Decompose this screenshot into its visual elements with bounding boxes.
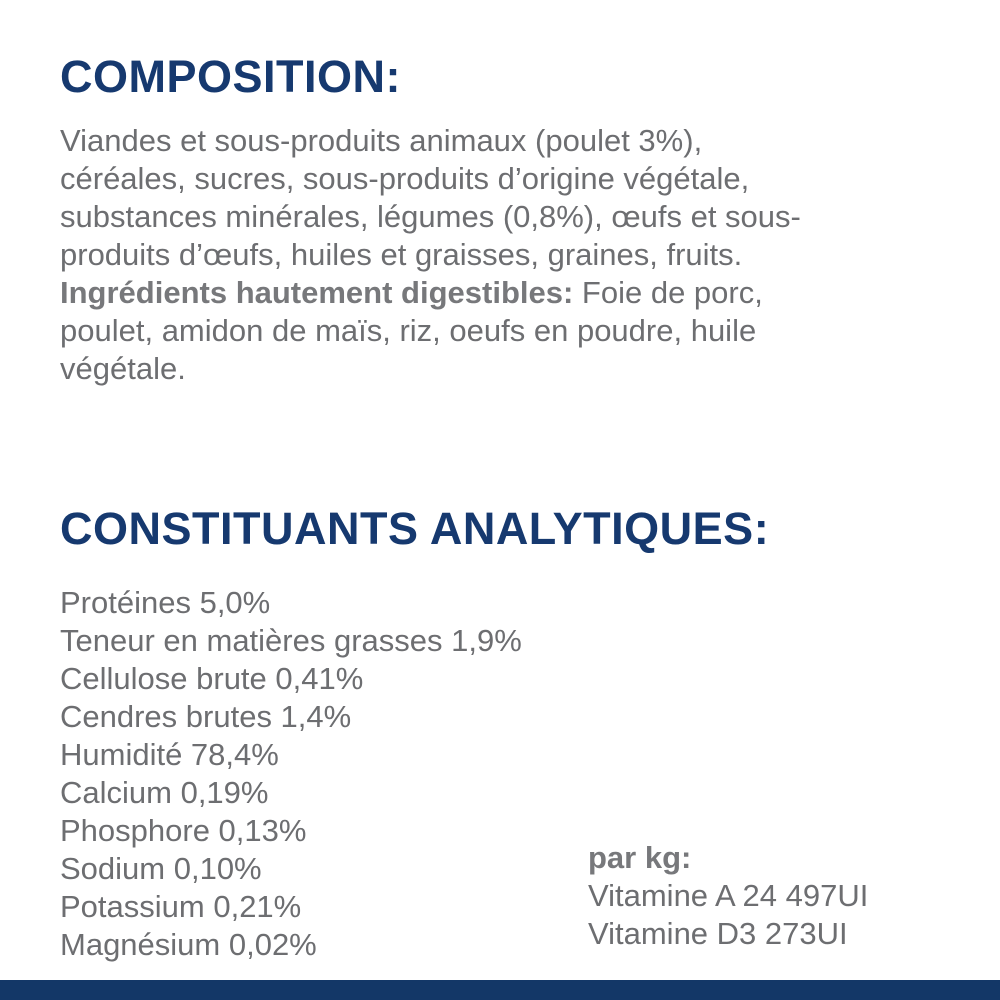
- composition-text-line: céréales, sucres, sous-produits d’origin…: [60, 161, 750, 196]
- analytical-item-potassium: Potassium 0,21%: [60, 889, 302, 924]
- analytical-item-proteines: Protéines 5,0%: [60, 585, 271, 620]
- vitamin-a-line: Vitamine A 24 497UI: [588, 878, 869, 913]
- analytical-item-sodium: Sodium 0,10%: [60, 851, 262, 886]
- vitamin-d3-line: Vitamine D3 273UI: [588, 916, 848, 951]
- analytical-constituents-heading: CONSTITUANTS ANALYTIQUES:: [60, 503, 770, 554]
- composition-text-line: végétale.: [60, 351, 186, 386]
- analytical-item-calcium: Calcium 0,19%: [60, 775, 269, 810]
- analytical-item-cendres: Cendres brutes 1,4%: [60, 699, 352, 734]
- composition-text-line: produits d’œufs, huiles et graisses, gra…: [60, 237, 743, 272]
- analytical-item-phosphore: Phosphore 0,13%: [60, 813, 307, 848]
- per-kg-label: par kg:: [588, 840, 692, 875]
- analytical-item-magnesium: Magnésium 0,02%: [60, 927, 317, 962]
- composition-text-line: poulet, amidon de maïs, riz, oeufs en po…: [60, 313, 757, 348]
- composition-text-line: substances minérales, légumes (0,8%), œu…: [60, 199, 801, 234]
- bottom-navy-bar: [0, 980, 1000, 1000]
- ingredients-bold-label: Ingrédients hautement digestibles:: [60, 275, 574, 310]
- analytical-item-cellulose: Cellulose brute 0,41%: [60, 661, 364, 696]
- analytical-item-humidite: Humidité 78,4%: [60, 737, 279, 772]
- analytical-constituents-list: Protéines 5,0% Teneur en matières grasse…: [60, 584, 522, 964]
- analytical-item-matieres-grasses: Teneur en matières grasses 1,9%: [60, 623, 522, 658]
- composition-paragraph: Viandes et sous-produits animaux (poulet…: [60, 122, 970, 388]
- composition-text-segment: Foie de porc,: [573, 275, 763, 310]
- composition-heading: COMPOSITION:: [60, 51, 401, 102]
- composition-text-line: Ingrédients hautement digestibles: Foie …: [60, 274, 970, 312]
- per-kg-block: par kg: Vitamine A 24 497UI Vitamine D3 …: [588, 839, 868, 953]
- composition-text-line: Viandes et sous-produits animaux (poulet…: [60, 123, 703, 158]
